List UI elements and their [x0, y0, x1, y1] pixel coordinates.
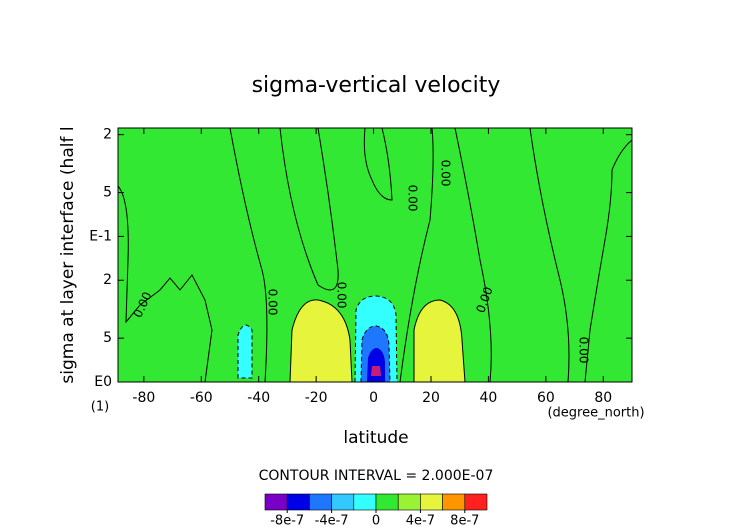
chart-title: sigma-vertical velocity: [252, 73, 501, 98]
colorbar-tick-label: 0: [372, 514, 380, 529]
colorbar-cell: [309, 493, 332, 511]
contour-line: [584, 139, 633, 383]
contour-interval: CONTOUR INTERVAL = 2.000E-07: [259, 468, 494, 484]
x-tick-label: -40: [247, 390, 270, 406]
x-tick-label: 20: [422, 390, 440, 406]
y-axis-label: sigma at layer interface (half l: [58, 126, 78, 383]
colorbar-cell: [375, 493, 399, 511]
x-tick-label: 40: [480, 390, 498, 406]
contour-line: [117, 185, 213, 383]
y-tick-label: 5: [103, 330, 112, 346]
colorbar-cell: [353, 493, 377, 511]
colorbar-cell: [397, 493, 421, 511]
x-tick-label: -20: [305, 390, 328, 406]
x-unit: (degree_north): [547, 406, 644, 421]
contour-label: 0.00: [335, 282, 349, 309]
contour-line: [289, 299, 353, 383]
colorbar-cell: [264, 493, 288, 511]
y-tick-label: E0: [94, 374, 112, 390]
colorbar-cell: [331, 493, 355, 511]
contour-label: 0.00: [406, 185, 420, 212]
contour-label: 0.00: [439, 160, 453, 187]
contour-line: [454, 127, 492, 383]
contour-label: 0.00: [266, 289, 280, 316]
colorbar-tick-label: 4e-7: [406, 514, 435, 529]
x-tick-label: 80: [594, 390, 612, 406]
contour-line: [354, 295, 398, 383]
contour-label: 0.00: [577, 337, 591, 364]
contour-region: [371, 366, 381, 376]
colorbar-cell: [286, 493, 310, 511]
x-tick-label: -80: [132, 390, 155, 406]
contour-line: [363, 127, 393, 201]
y-tick-label: E-1: [89, 228, 112, 244]
contour-line: [529, 127, 570, 383]
colorbar-cell: [420, 493, 443, 511]
colorbar-cell: [464, 493, 488, 511]
contour-line: [360, 325, 391, 383]
contour-line: [279, 127, 339, 291]
x-axis-label: latitude: [343, 428, 408, 448]
y-unit: (1): [91, 400, 109, 415]
colorbar-tick-label: -8e-7: [270, 514, 304, 529]
contour-region: [414, 300, 465, 382]
x-tick-label: 60: [537, 390, 555, 406]
x-tick-label: 0: [369, 390, 378, 406]
contour-region: [238, 325, 252, 378]
colorbar-tick-label: -4e-7: [315, 514, 349, 529]
x-tick-label: -60: [190, 390, 213, 406]
plot-frame: [117, 127, 633, 383]
y-tick-label: 5: [103, 185, 112, 201]
colorbar-tick-label: 8e-7: [450, 514, 479, 529]
contour-line: [399, 127, 434, 383]
contour-region: [290, 299, 352, 382]
colorbar-cell: [442, 493, 466, 511]
contour-line: [229, 127, 268, 383]
y-tick-label: 2: [103, 272, 112, 288]
contour-line: [413, 299, 466, 383]
contour-line: [237, 324, 253, 379]
y-tick-label: 2: [103, 127, 112, 143]
plot-area: [117, 127, 633, 383]
